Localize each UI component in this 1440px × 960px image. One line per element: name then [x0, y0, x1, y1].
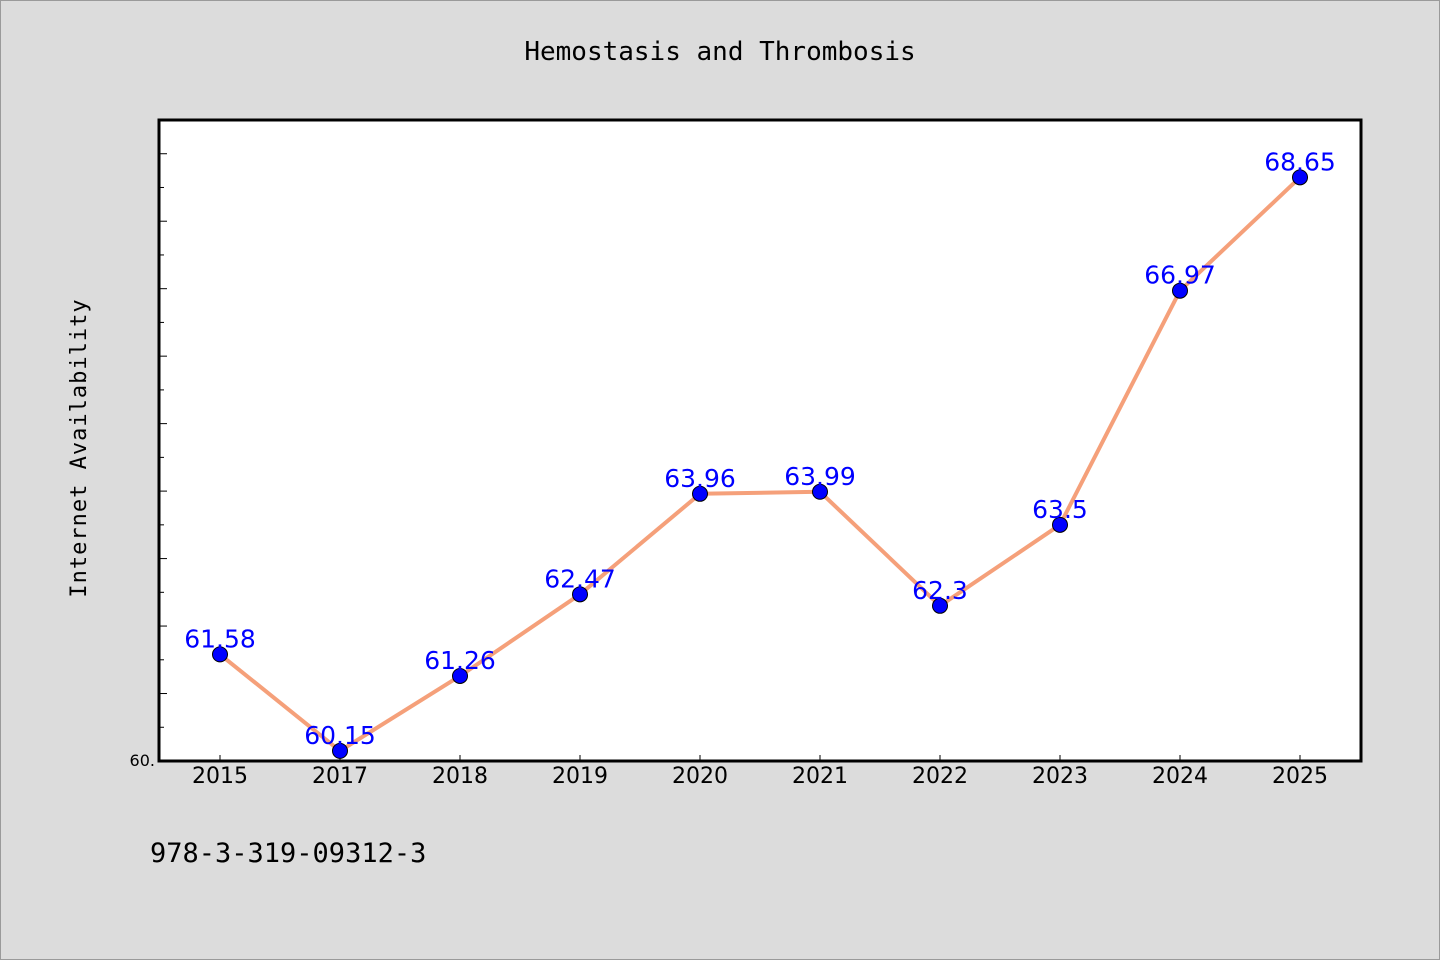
x-tick-label: 2019 [552, 764, 608, 789]
data-point [1052, 516, 1068, 533]
y-tick-label: 60. [130, 751, 155, 770]
x-tick-label: 2015 [192, 764, 248, 789]
data-point [452, 667, 468, 684]
x-tick-label: 2017 [312, 764, 368, 789]
data-point [932, 597, 948, 614]
data-label: 66.97 [1144, 261, 1216, 290]
series-line [218, 175, 1302, 753]
data-label: 63.5 [1032, 495, 1088, 524]
data-point [572, 586, 588, 603]
data-point [692, 485, 708, 502]
chart-title: Hemostasis and Thrombosis [524, 37, 915, 67]
isbn-footer: 978-3-319-09312-3 [150, 838, 426, 869]
series-group [212, 169, 1308, 759]
data-label: 63.99 [784, 462, 856, 491]
data-point [1292, 169, 1308, 186]
data-label: 61.58 [184, 624, 256, 653]
data-label: 60.15 [304, 721, 376, 750]
plot-area [157, 118, 1363, 763]
x-tick-label: 2018 [432, 764, 488, 789]
data-label: 68.65 [1264, 147, 1336, 176]
x-tick-label: 2020 [672, 764, 728, 789]
x-axis-ticks: 2015 2017 2018 2019 2020 2021 2022 2023 2024 2025 [192, 755, 1328, 789]
x-tick-label: 2023 [1032, 764, 1088, 789]
y-axis-ticks: 60. [130, 153, 167, 770]
x-tick-label: 2021 [792, 764, 848, 789]
data-labels-group: 61.58 60.15 61.26 62.47 63.96 63.99 62.3 63.5 66… [184, 147, 1336, 750]
data-label: 62.3 [912, 576, 968, 605]
data-point [332, 742, 348, 759]
data-label: 63.96 [664, 464, 736, 493]
x-tick-label: 2024 [1152, 764, 1208, 789]
data-label: 61.26 [424, 646, 496, 675]
data-label: 62.47 [544, 564, 616, 593]
data-point [212, 646, 228, 663]
x-tick-label: 2025 [1272, 764, 1328, 789]
x-tick-label: 2022 [912, 764, 968, 789]
data-point [812, 483, 828, 500]
data-point [1172, 282, 1188, 299]
y-axis-label: Internet Availability [67, 298, 92, 597]
